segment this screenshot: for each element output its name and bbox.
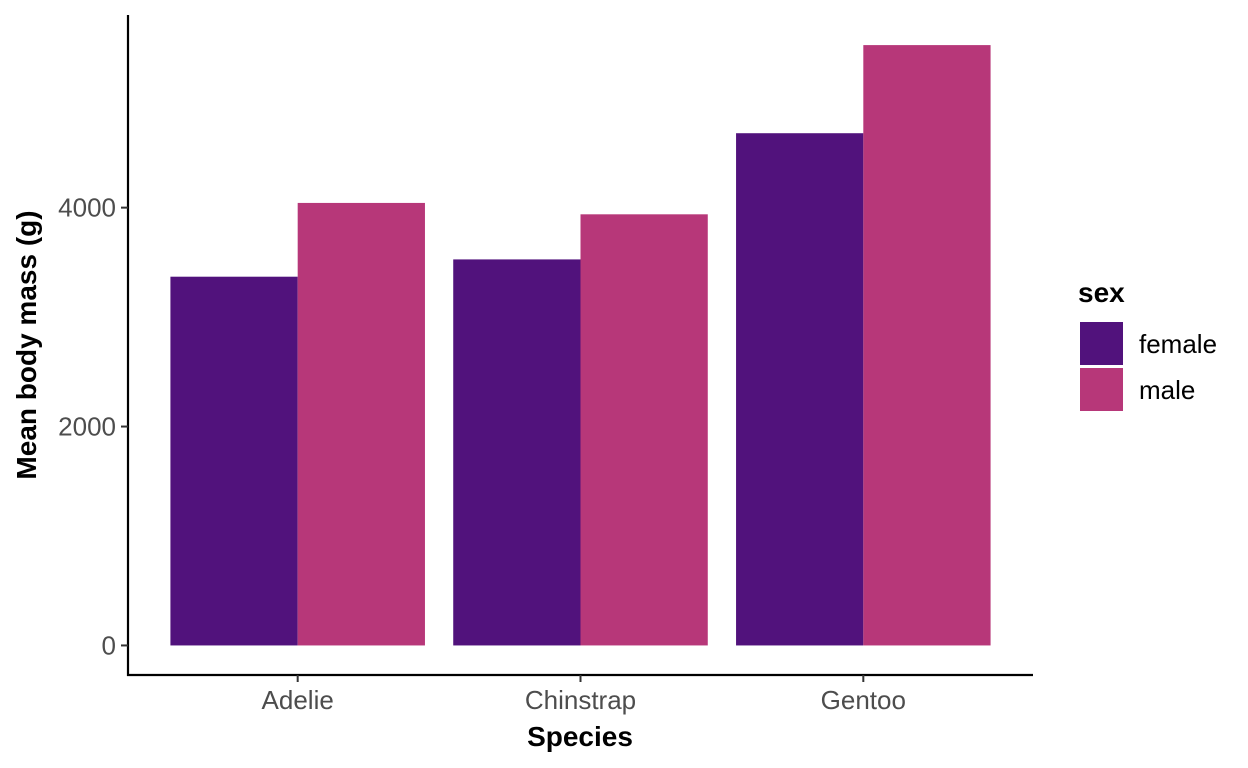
legend-label-male: male xyxy=(1139,375,1195,405)
legend-label-female: female xyxy=(1139,329,1217,359)
legend-swatch-female xyxy=(1080,322,1123,365)
bars-layer xyxy=(170,45,991,646)
bar-adelie-male xyxy=(297,202,425,646)
x-tick-label-adelie: Adelie xyxy=(262,685,334,715)
bar-chinstrap-female xyxy=(453,259,581,646)
y-tick-label: 2000 xyxy=(58,412,116,442)
y-ticks: 0 2000 4000 xyxy=(58,193,128,660)
legend-swatch-male xyxy=(1080,368,1123,411)
x-tick-label-chinstrap: Chinstrap xyxy=(525,685,636,715)
bar-gentoo-female xyxy=(736,133,864,646)
legend-items: female male xyxy=(1080,322,1217,411)
bar-gentoo-male xyxy=(863,45,991,646)
bar-adelie-female xyxy=(170,276,298,646)
bar-chinstrap-male xyxy=(580,214,708,646)
y-tick-label: 0 xyxy=(102,630,116,660)
x-axis-title: Species xyxy=(527,721,633,752)
y-axis-title: Mean body mass (g) xyxy=(11,210,42,479)
legend-title: sex xyxy=(1078,277,1125,308)
y-tick-label: 4000 xyxy=(58,193,116,223)
x-tick-label-gentoo: Gentoo xyxy=(821,685,906,715)
legend: sex female male xyxy=(1078,277,1217,411)
x-ticks: Adelie Chinstrap Gentoo xyxy=(262,675,906,715)
